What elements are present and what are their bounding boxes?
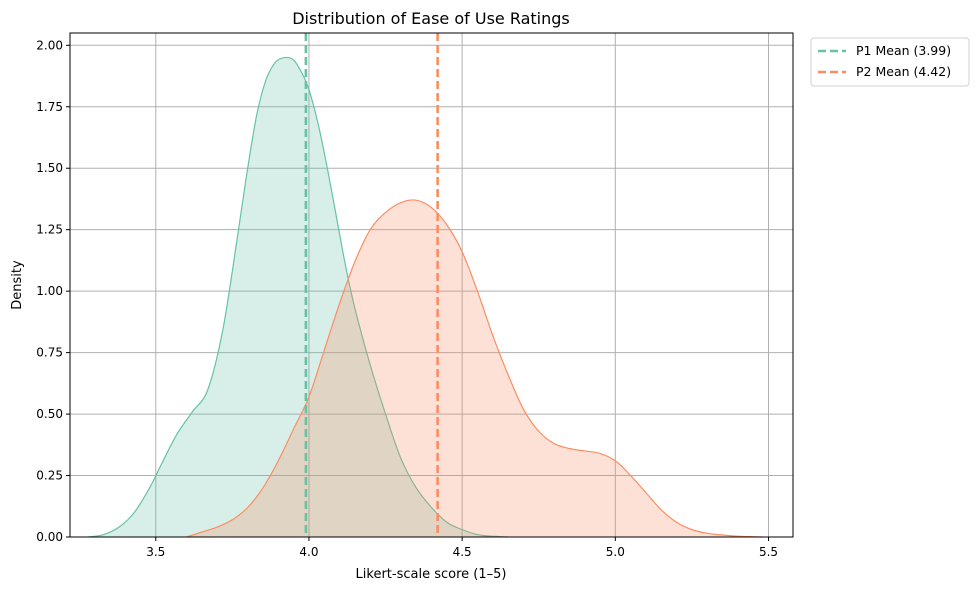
density-areas xyxy=(88,56,763,538)
x-tick-label: 4.0 xyxy=(299,545,318,559)
legend: P1 Mean (3.99) P2 Mean (4.42) xyxy=(810,37,970,87)
y-axis-label: Density xyxy=(10,260,25,310)
y-tick-label: 0.00 xyxy=(36,530,63,544)
density-fill-series-2 xyxy=(186,199,763,538)
y-tick-label: 0.75 xyxy=(36,346,63,360)
x-tick-label: 4.5 xyxy=(453,545,472,559)
legend-label: P2 Mean (4.42) xyxy=(856,64,951,79)
x-tick-label: 3.5 xyxy=(146,545,165,559)
plot-frame xyxy=(69,32,794,538)
density-line-series-1 xyxy=(88,56,509,538)
x-tick-label: 5.5 xyxy=(759,545,778,559)
y-tick-label: 2.00 xyxy=(36,38,63,52)
legend-label: P1 Mean (3.99) xyxy=(856,43,951,58)
density-fill-series-1 xyxy=(88,57,509,537)
chart-title: Distribution of Ease of Use Ratings xyxy=(292,9,570,28)
x-axis-ticks: 3.5 4.0 4.5 5.0 5.5 xyxy=(146,537,778,559)
x-tick-label: 5.0 xyxy=(606,545,625,559)
legend-box xyxy=(810,37,970,87)
x-axis-label: Likert-scale score (1–5) xyxy=(356,567,507,582)
y-tick-label: 1.75 xyxy=(36,100,63,114)
y-tick-label: 0.25 xyxy=(36,469,63,483)
mean-lines xyxy=(304,33,439,537)
density-line-series-2 xyxy=(186,199,763,538)
y-tick-label: 1.00 xyxy=(36,284,63,298)
y-tick-label: 0.50 xyxy=(36,407,63,421)
y-tick-label: 1.25 xyxy=(36,223,63,237)
y-tick-label: 1.50 xyxy=(36,161,63,175)
y-axis-ticks: 0.00 0.25 0.50 0.75 1.00 1.25 1.50 1.75 2.00 xyxy=(36,38,70,544)
